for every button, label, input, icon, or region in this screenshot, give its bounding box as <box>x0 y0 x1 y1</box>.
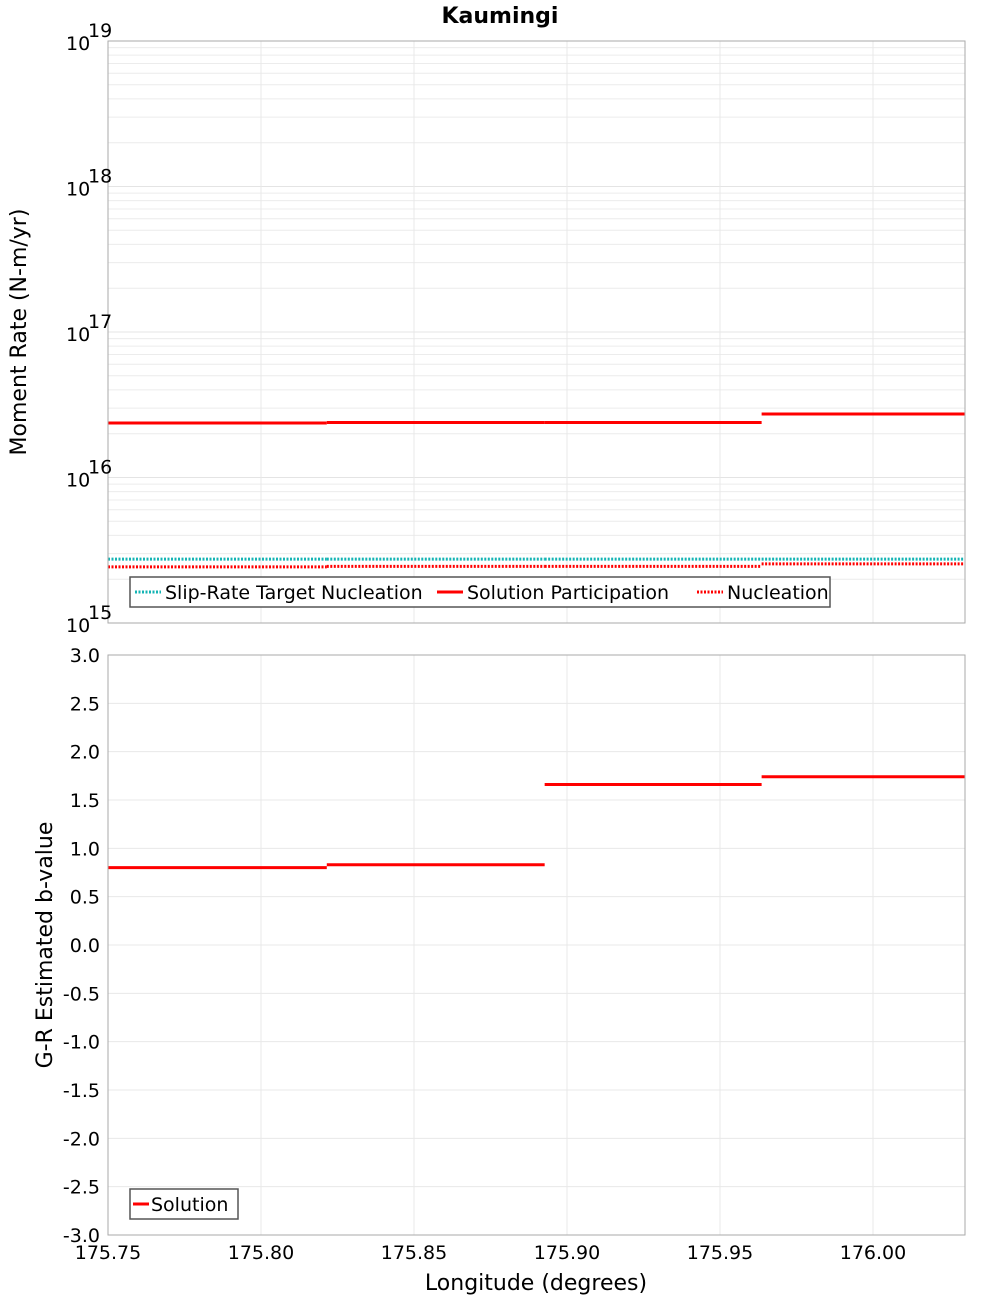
xtick-label: 175.80 <box>228 1242 294 1264</box>
ytick-exponent-16: 16 <box>88 457 112 479</box>
bottom-plot-border <box>107 654 966 1236</box>
xtick-label: 176.00 <box>840 1242 906 1264</box>
ytick-label: -3.0 <box>63 1225 100 1247</box>
ytick-base-15: 10 <box>66 615 90 637</box>
ytick-label: -0.5 <box>63 983 100 1005</box>
ytick-label: 1.0 <box>70 838 100 860</box>
legend-label-0: Slip-Rate Target Nucleation <box>165 582 423 604</box>
top-legend-box <box>129 576 831 608</box>
ytick-label: 0.0 <box>70 935 100 957</box>
ytick-base-19: 10 <box>66 33 90 55</box>
xtick-label: 175.85 <box>381 1242 447 1264</box>
ytick-exponent-17: 17 <box>88 311 112 333</box>
ytick-exponent-19: 19 <box>88 20 112 42</box>
ytick-label: 2.5 <box>70 693 100 715</box>
ytick-exponent-18: 18 <box>88 166 112 188</box>
top-plot-border <box>107 40 966 624</box>
ytick-base-17: 10 <box>66 324 90 346</box>
bottom-y-axis-label: G-R Estimated b-value <box>33 822 58 1069</box>
top-y-axis-label: Moment Rate (N-m/yr) <box>7 209 32 456</box>
ytick-exponent-15: 15 <box>88 602 112 624</box>
xtick-label: 175.90 <box>534 1242 600 1264</box>
xtick-label: 175.95 <box>687 1242 753 1264</box>
ytick-label: -1.5 <box>63 1080 100 1102</box>
ytick-label: 3.0 <box>70 645 100 667</box>
ytick-label: 2.0 <box>70 742 100 764</box>
xtick-label: 175.75 <box>75 1242 141 1264</box>
legend-label-2: Nucleation <box>727 582 829 604</box>
chart-title: Kaumingi <box>442 4 559 29</box>
ytick-label: -1.0 <box>63 1032 100 1054</box>
ytick-label: 1.5 <box>70 790 100 812</box>
legend-label-1: Solution Participation <box>467 582 669 604</box>
ytick-label: 0.5 <box>70 887 100 909</box>
x-axis-label: Longitude (degrees) <box>425 1271 647 1296</box>
bottom-legend-label: Solution <box>151 1194 228 1216</box>
ytick-label: -2.0 <box>63 1128 100 1150</box>
ytick-base-18: 10 <box>66 179 90 201</box>
ytick-base-16: 10 <box>66 470 90 492</box>
ytick-label: -2.5 <box>63 1177 100 1199</box>
